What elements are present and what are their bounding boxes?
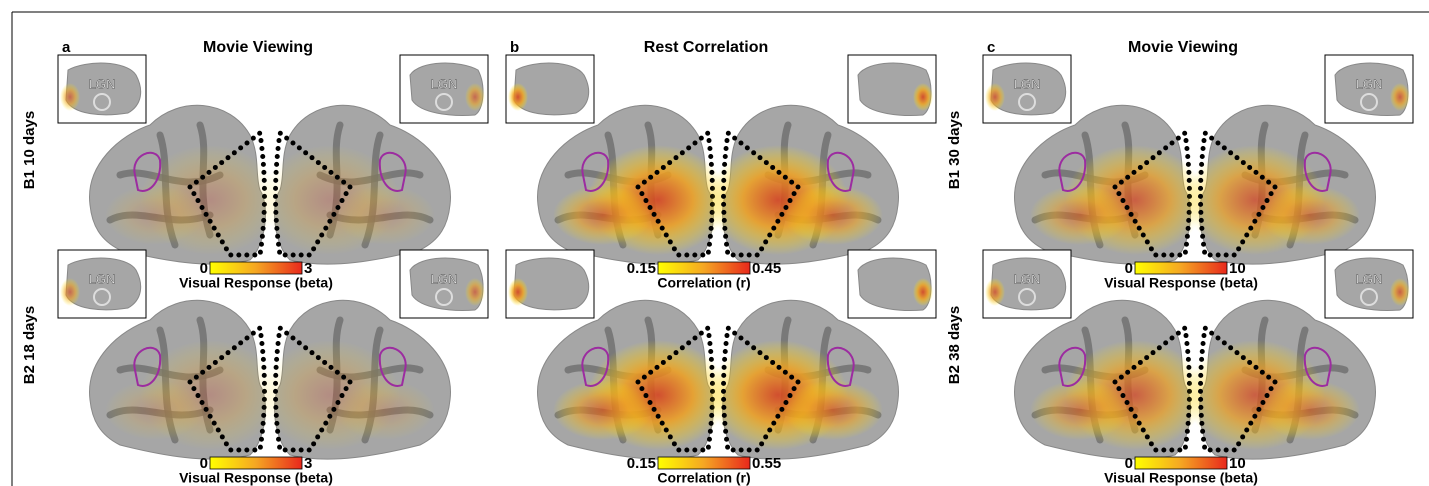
activation	[553, 185, 653, 245]
activation	[1260, 380, 1360, 440]
row-label: B2 38 days	[946, 306, 963, 384]
lgn-label: LGN	[431, 76, 458, 91]
inset-activation	[1390, 83, 1410, 111]
hemisphere	[1185, 300, 1375, 459]
hemisphere	[538, 300, 728, 459]
inset: LGN	[983, 55, 1071, 123]
hemisphere	[1015, 105, 1205, 264]
colorbar-title: Visual Response (beta)	[1104, 275, 1258, 291]
colorbar-title: Correlation (r)	[657, 275, 750, 291]
inset-activation	[1390, 278, 1410, 306]
inset: LGN	[58, 250, 146, 318]
activation	[783, 380, 883, 440]
hemisphere	[260, 105, 450, 264]
lgn-label: LGN	[1014, 271, 1041, 286]
inset: LGN	[983, 250, 1071, 318]
hemisphere	[90, 105, 280, 264]
colorbar	[210, 262, 302, 274]
colorbar-max: 0.55	[752, 455, 781, 472]
lgn-label: LGN	[1014, 76, 1041, 91]
lgn-label: LGN	[1356, 76, 1383, 91]
inset-activation	[508, 278, 528, 306]
activation	[783, 185, 883, 245]
activation	[1260, 185, 1360, 245]
panel-letter: a	[62, 39, 71, 56]
panel-title: Movie Viewing	[203, 39, 313, 56]
inset-activation	[60, 278, 80, 306]
colorbar	[658, 262, 750, 274]
colorbar-title: Visual Response (beta)	[179, 275, 333, 291]
inset-activation	[60, 83, 80, 111]
inset	[506, 55, 594, 123]
colorbar-title: Correlation (r)	[657, 470, 750, 486]
activation	[553, 380, 653, 440]
colorbar-min: 0.15	[627, 455, 656, 472]
hemisphere	[260, 300, 450, 459]
lgn-label: LGN	[431, 271, 458, 286]
activation	[335, 185, 435, 245]
hemisphere	[90, 300, 280, 459]
activation	[105, 185, 205, 245]
row-label: B1 10 days	[21, 111, 38, 189]
panel-letter: b	[510, 39, 519, 56]
inset: LGN	[1325, 55, 1413, 123]
row-label: B2 18 days	[21, 306, 38, 384]
lgn-label: LGN	[89, 76, 116, 91]
activation	[1030, 380, 1130, 440]
figure: aMovie ViewingB1 10 daysLGNLGN03Visual R…	[0, 0, 1429, 486]
inset-activation	[985, 83, 1005, 111]
inset: LGN	[400, 55, 488, 123]
panel-letter: c	[987, 39, 995, 56]
lgn-label: LGN	[1356, 271, 1383, 286]
row-label: B1 30 days	[946, 111, 963, 189]
inset-activation	[985, 278, 1005, 306]
inset: LGN	[58, 55, 146, 123]
panel-title: Movie Viewing	[1128, 39, 1238, 56]
hemisphere	[708, 300, 898, 459]
colorbar-title: Visual Response (beta)	[1104, 470, 1258, 486]
colorbar	[1135, 457, 1227, 469]
activation	[335, 380, 435, 440]
inset: LGN	[1325, 250, 1413, 318]
hemisphere	[538, 105, 728, 264]
inset	[506, 250, 594, 318]
colorbar	[210, 457, 302, 469]
panel-title: Rest Correlation	[644, 39, 768, 56]
hemisphere	[1185, 105, 1375, 264]
inset-activation	[508, 83, 528, 111]
hemisphere	[708, 105, 898, 264]
inset-activation	[465, 278, 485, 306]
colorbar	[1135, 262, 1227, 274]
inset-activation	[465, 83, 485, 111]
inset-activation	[913, 278, 933, 306]
colorbar-min: 0.15	[627, 260, 656, 277]
inset	[848, 55, 936, 123]
hemisphere	[1015, 300, 1205, 459]
colorbar-max: 0.45	[752, 260, 781, 277]
inset	[848, 250, 936, 318]
inset: LGN	[400, 250, 488, 318]
activation	[1030, 185, 1130, 245]
lgn-label: LGN	[89, 271, 116, 286]
colorbar	[658, 457, 750, 469]
inset-activation	[913, 83, 933, 111]
activation	[105, 380, 205, 440]
colorbar-title: Visual Response (beta)	[179, 470, 333, 486]
